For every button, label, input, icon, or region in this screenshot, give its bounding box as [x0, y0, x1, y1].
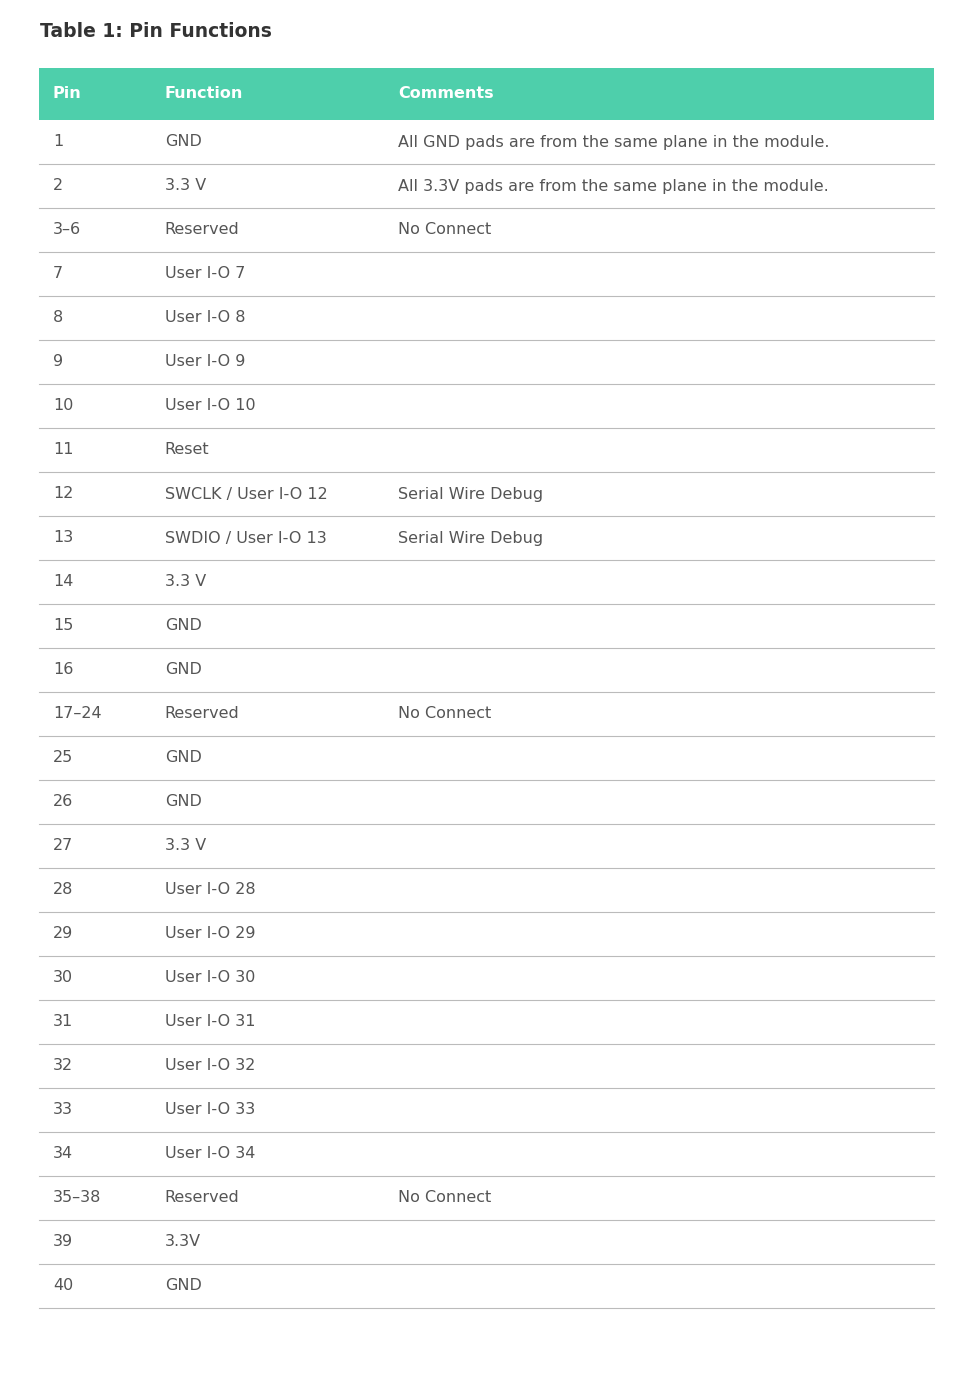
Text: 11: 11: [53, 442, 73, 457]
Text: 16: 16: [53, 663, 73, 678]
Text: Reserved: Reserved: [164, 223, 239, 237]
Text: 7: 7: [53, 266, 63, 281]
Text: User I-O 34: User I-O 34: [164, 1146, 255, 1161]
Text: 13: 13: [53, 531, 73, 546]
Text: 15: 15: [53, 618, 73, 633]
Text: 26: 26: [53, 794, 73, 809]
Text: User I-O 8: User I-O 8: [164, 310, 245, 326]
Text: Function: Function: [164, 86, 243, 101]
Text: 1: 1: [53, 134, 63, 150]
Text: Serial Wire Debug: Serial Wire Debug: [398, 531, 544, 546]
Text: 28: 28: [53, 883, 73, 898]
Text: All 3.3V pads are from the same plane in the module.: All 3.3V pads are from the same plane in…: [398, 179, 829, 194]
Text: Pin: Pin: [53, 86, 82, 101]
Text: 35–38: 35–38: [53, 1191, 101, 1206]
Text: 39: 39: [53, 1235, 73, 1250]
Text: User I-O 30: User I-O 30: [164, 970, 255, 985]
Text: 3.3 V: 3.3 V: [164, 839, 206, 854]
Text: Reserved: Reserved: [164, 1191, 239, 1206]
Text: 29: 29: [53, 926, 73, 941]
Text: 40: 40: [53, 1278, 73, 1293]
Text: 34: 34: [53, 1146, 73, 1161]
Text: 30: 30: [53, 970, 73, 985]
Text: 3.3 V: 3.3 V: [164, 179, 206, 194]
Text: User I-O 7: User I-O 7: [164, 266, 245, 281]
Text: No Connect: No Connect: [398, 1191, 491, 1206]
Text: User I-O 32: User I-O 32: [164, 1059, 255, 1074]
Text: 14: 14: [53, 575, 73, 589]
Text: 27: 27: [53, 839, 73, 854]
Text: 9: 9: [53, 355, 63, 370]
Text: Table 1: Pin Functions: Table 1: Pin Functions: [40, 22, 271, 42]
Text: 17–24: 17–24: [53, 707, 101, 722]
Text: GND: GND: [164, 750, 201, 765]
Text: GND: GND: [164, 663, 201, 678]
Text: 10: 10: [53, 399, 73, 413]
Text: User I-O 10: User I-O 10: [164, 399, 256, 413]
Text: 3.3V: 3.3V: [164, 1235, 201, 1250]
Text: GND: GND: [164, 1278, 201, 1293]
Text: User I-O 31: User I-O 31: [164, 1015, 255, 1030]
Text: User I-O 33: User I-O 33: [164, 1102, 255, 1117]
Text: 12: 12: [53, 486, 73, 502]
Text: 3.3 V: 3.3 V: [164, 575, 206, 589]
Text: User I-O 9: User I-O 9: [164, 355, 245, 370]
Text: GND: GND: [164, 794, 201, 809]
Text: 25: 25: [53, 750, 73, 765]
Text: 3–6: 3–6: [53, 223, 81, 237]
Text: No Connect: No Connect: [398, 223, 491, 237]
Text: Serial Wire Debug: Serial Wire Debug: [398, 486, 544, 502]
Text: 33: 33: [53, 1102, 73, 1117]
Text: 2: 2: [53, 179, 63, 194]
Text: No Connect: No Connect: [398, 707, 491, 722]
Text: GND: GND: [164, 134, 201, 150]
Text: Comments: Comments: [398, 86, 494, 101]
Text: GND: GND: [164, 618, 201, 633]
Text: SWCLK / User I-O 12: SWCLK / User I-O 12: [164, 486, 328, 502]
Text: 32: 32: [53, 1059, 73, 1074]
Text: Reserved: Reserved: [164, 707, 239, 722]
Text: User I-O 28: User I-O 28: [164, 883, 256, 898]
Text: User I-O 29: User I-O 29: [164, 926, 255, 941]
Bar: [39, 68, 934, 121]
Text: All GND pads are from the same plane in the module.: All GND pads are from the same plane in …: [398, 134, 830, 150]
Text: 31: 31: [53, 1015, 73, 1030]
Text: SWDIO / User I-O 13: SWDIO / User I-O 13: [164, 531, 327, 546]
Text: Reset: Reset: [164, 442, 209, 457]
Text: 8: 8: [53, 310, 63, 326]
